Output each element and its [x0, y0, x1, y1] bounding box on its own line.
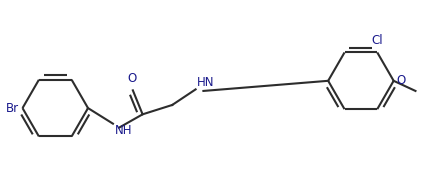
Text: NH: NH — [115, 125, 133, 137]
Text: HN: HN — [197, 76, 215, 89]
Text: Cl: Cl — [371, 34, 383, 47]
Text: O: O — [397, 74, 406, 87]
Text: Br: Br — [6, 102, 19, 115]
Text: O: O — [128, 72, 137, 85]
